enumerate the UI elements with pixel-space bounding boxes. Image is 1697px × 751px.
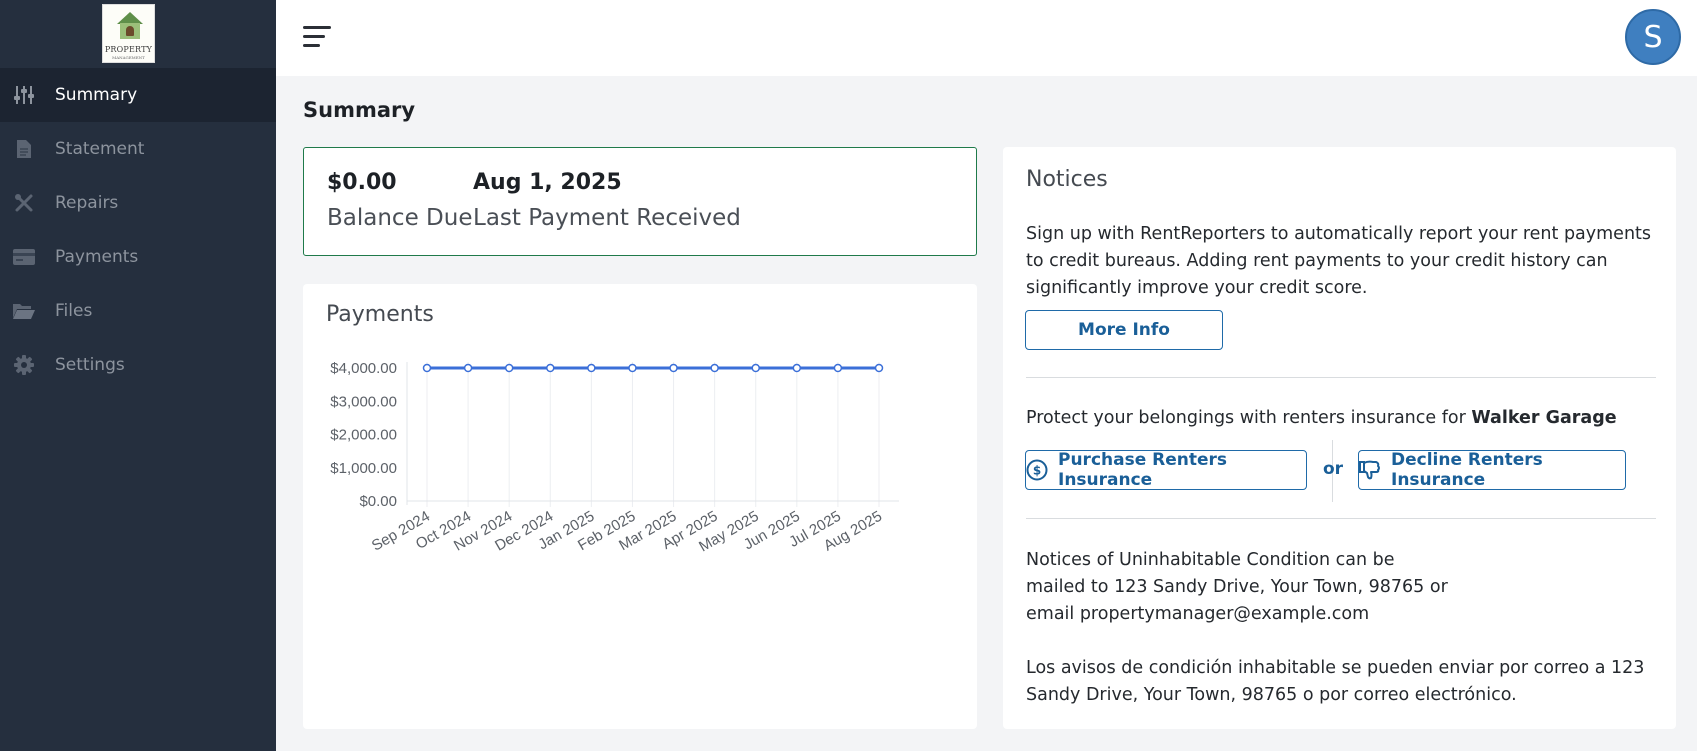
keyhole-icon (126, 26, 134, 36)
y-tick-label: $1,000.00 (330, 460, 397, 477)
company-logo[interactable]: PROPERTY MANAGEMENT (102, 4, 155, 63)
balance-due: $0.00 Balance Due (327, 170, 472, 231)
data-point (628, 363, 637, 373)
sidebar-item-settings[interactable]: Settings (0, 338, 276, 392)
y-tick-label: $2,000.00 (330, 427, 397, 444)
last-payment-date: Aug 1, 2025 (473, 170, 622, 195)
data-point (710, 363, 719, 373)
uninhabitable-notice-es: Los avisos de condición inhabitable se p… (1026, 658, 1645, 705)
data-point (422, 363, 432, 373)
sidebar-item-label: Payments (55, 247, 139, 267)
insurance-property: Walker Garage (1471, 408, 1617, 428)
balance-amount: $0.00 (327, 170, 397, 195)
y-tick-label: $4,000.00 (330, 360, 397, 377)
sidebar-item-payments[interactable]: Payments (0, 230, 276, 284)
user-avatar[interactable]: S (1625, 9, 1681, 65)
top-bar: S (276, 0, 1697, 76)
sidebar-nav: Summary Statement Repairs Payments Files (0, 68, 276, 392)
sidebar-item-statement[interactable]: Statement (0, 122, 276, 176)
logo-subtext: MANAGEMENT (112, 55, 145, 60)
house-roof-icon (117, 12, 143, 24)
notices-title: Notices (1026, 167, 1108, 192)
y-tick-label: $0.00 (359, 493, 397, 510)
data-point (874, 363, 884, 373)
last-payment: Aug 1, 2025 Last Payment Received (473, 170, 741, 231)
dollar-circle-icon: $ (1026, 459, 1048, 481)
data-point (669, 363, 678, 373)
sidebar-item-files[interactable]: Files (0, 284, 276, 338)
balance-card: $0.00 Balance Due Aug 1, 2025 Last Payme… (303, 147, 977, 256)
data-point (751, 363, 760, 373)
tools-icon (12, 193, 35, 213)
decline-insurance-label: Decline Renters Insurance (1391, 450, 1543, 490)
sidebar-item-label: Settings (55, 355, 125, 375)
data-point (504, 363, 514, 373)
purchase-insurance-label: Purchase Renters Insurance (1058, 450, 1228, 490)
document-icon (12, 139, 35, 159)
data-point (587, 363, 596, 373)
payments-card: Payments $0.00 $1,000.00 $2,000.00 $3,000.0… (303, 284, 977, 729)
sidebar-item-label: Statement (55, 139, 145, 159)
balance-label: Balance Due (327, 205, 473, 231)
gear-icon (12, 355, 35, 375)
sidebar-item-label: Files (55, 301, 93, 321)
sidebar-item-label: Repairs (55, 193, 119, 213)
sidebar: PROPERTY MANAGEMENT Summary Statement Re… (0, 0, 276, 751)
last-payment-label: Last Payment Received (473, 205, 741, 231)
y-tick-label: $3,000.00 (330, 393, 397, 410)
purchase-insurance-button[interactable]: $ Purchase Renters Insurance (1025, 450, 1307, 490)
sidebar-item-repairs[interactable]: Repairs (0, 176, 276, 230)
thumbs-down-icon (1359, 460, 1381, 480)
page-title: Summary (303, 98, 416, 122)
logo-text: PROPERTY (104, 45, 153, 54)
more-info-button[interactable]: More Info (1025, 310, 1223, 350)
payments-title: Payments (326, 302, 434, 327)
sliders-icon (12, 85, 35, 105)
data-point (833, 363, 843, 373)
divider-vertical (1332, 440, 1333, 502)
data-point (463, 363, 473, 373)
payments-chart: $0.00 $1,000.00 $2,000.00 $3,000.00 $4,000.0… (330, 360, 899, 555)
sidebar-item-summary[interactable]: Summary (0, 68, 276, 122)
insurance-prompt: Protect your belongings with renters ins… (1026, 408, 1472, 428)
divider (1026, 518, 1656, 519)
folder-open-icon (12, 301, 35, 321)
or-label: or (1323, 459, 1344, 479)
divider (1026, 377, 1656, 378)
sidebar-item-label: Summary (55, 85, 138, 105)
data-point (546, 363, 555, 373)
notices-card: Notices Sign up with RentReporters to au… (1003, 147, 1676, 729)
decline-insurance-button[interactable]: Decline Renters Insurance (1358, 450, 1626, 490)
uninhabitable-notice-en: Notices of Uninhabitable Condition can b… (1026, 550, 1448, 624)
svg-text:$: $ (1033, 464, 1041, 478)
menu-toggle-icon[interactable] (303, 26, 331, 48)
data-point (792, 363, 802, 373)
credit-card-icon (12, 247, 35, 267)
rent-reporters-text: Sign up with RentReporters to automatica… (1026, 224, 1652, 298)
insurance-text: Protect your belongings with renters ins… (1026, 405, 1656, 432)
